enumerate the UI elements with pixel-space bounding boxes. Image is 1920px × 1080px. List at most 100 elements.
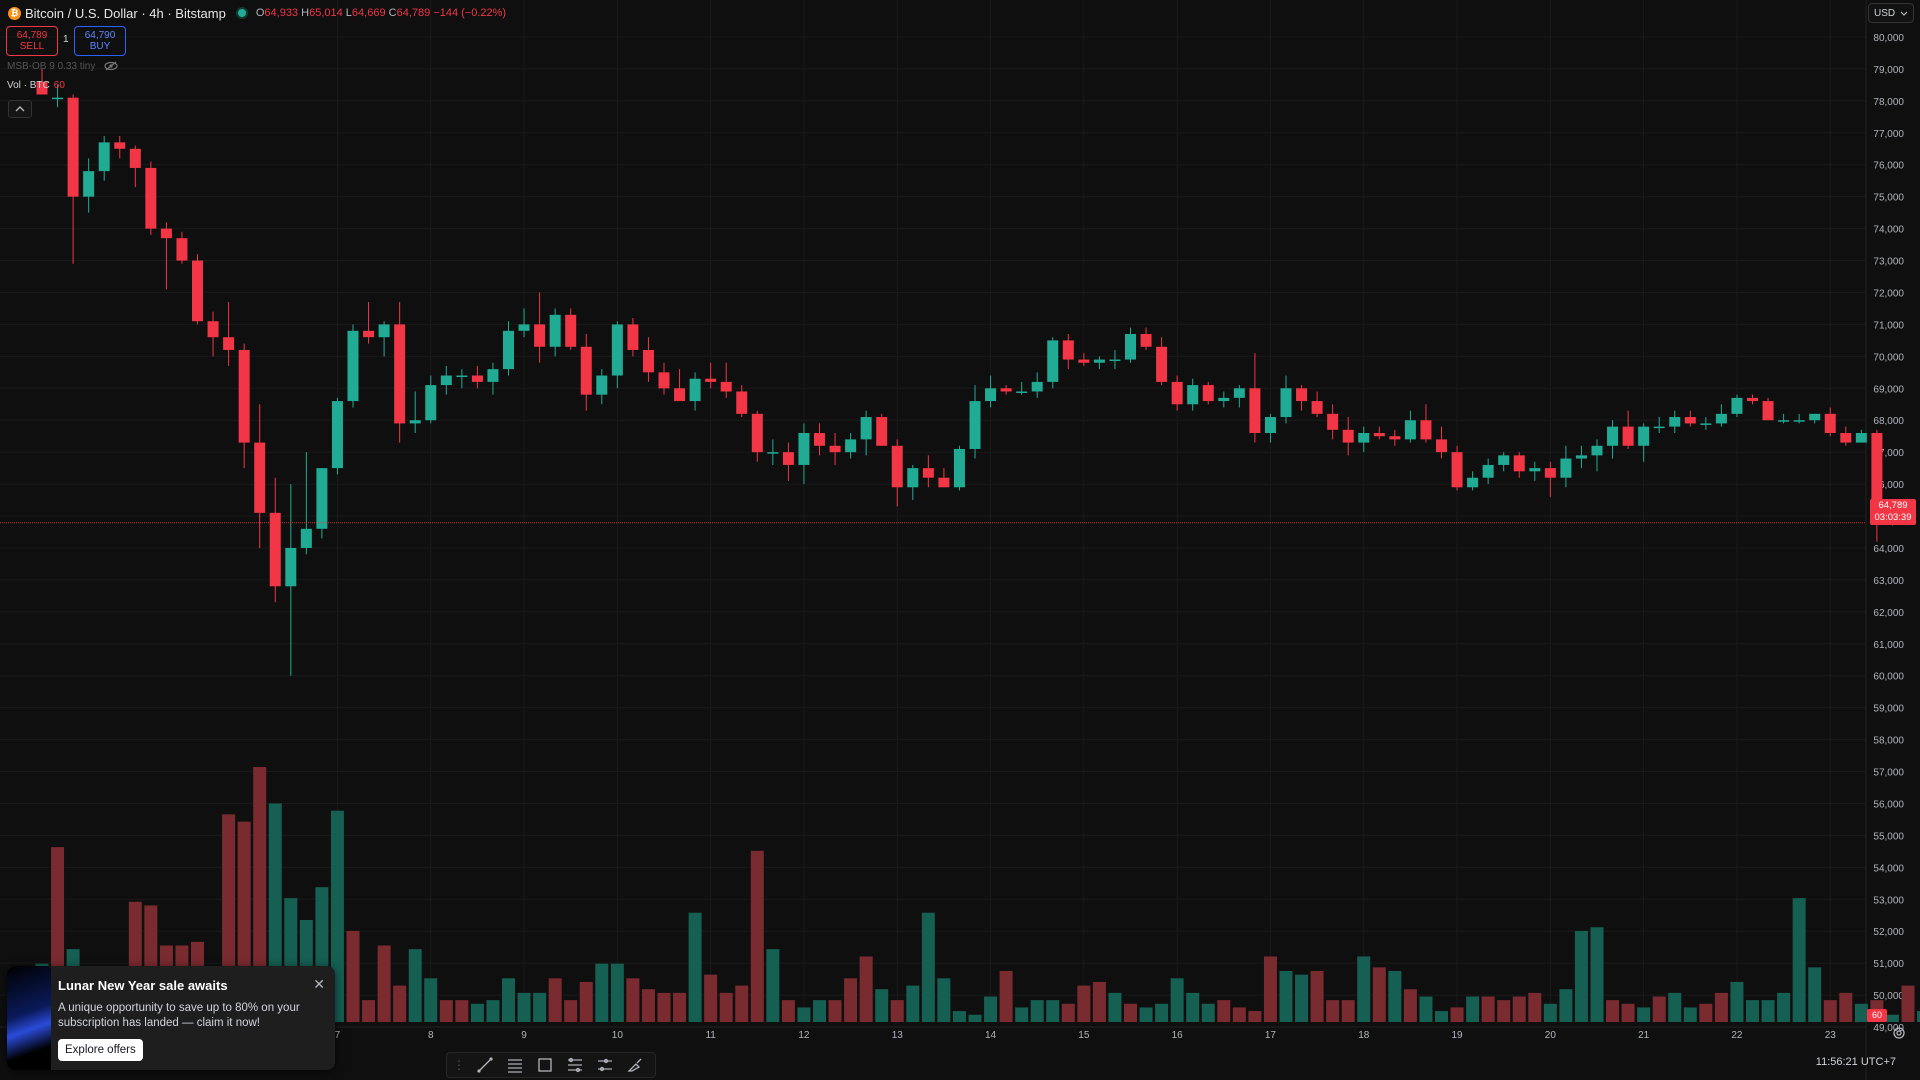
- candle-body: [798, 433, 810, 465]
- volume-bar: [1403, 989, 1417, 1022]
- time-axis-label: 20: [1545, 1030, 1557, 1041]
- volume-bar: [377, 945, 391, 1022]
- volume-last-label: 60: [1867, 1009, 1887, 1022]
- volume-bar: [439, 1000, 453, 1022]
- sell-button[interactable]: 64,789 SELL: [6, 26, 58, 56]
- candle-body: [860, 417, 872, 440]
- projection-tool-icon[interactable]: [595, 1055, 615, 1075]
- collapse-legend-button[interactable]: [8, 100, 32, 118]
- chart-header: ₿ Bitcoin / U.S. Dollar · 4h · Bitstamp …: [0, 4, 506, 22]
- candle-body: [985, 388, 997, 402]
- volume-bar: [813, 1000, 826, 1022]
- drawing-toolbar: ⋮: [446, 1052, 656, 1078]
- explore-offers-button[interactable]: Explore offers: [58, 1039, 143, 1061]
- buy-label: BUY: [89, 41, 111, 52]
- low-value: 64,669: [351, 7, 386, 19]
- candle-body: [300, 528, 312, 548]
- volume-bar: [502, 978, 515, 1022]
- volume-value: 60: [53, 80, 65, 91]
- fib-retracement-tool-icon[interactable]: [505, 1055, 525, 1075]
- eye-icon[interactable]: [104, 61, 118, 71]
- settings-gear-icon[interactable]: [1892, 1026, 1906, 1040]
- volume-bar: [533, 992, 547, 1022]
- price-axis-label: 60,000: [1873, 672, 1904, 683]
- sell-price: 64,789: [16, 30, 48, 41]
- candle-body: [938, 477, 950, 488]
- candle-body: [658, 372, 670, 389]
- volume-bar: [1808, 967, 1822, 1022]
- currency-selector[interactable]: USD: [1868, 3, 1914, 23]
- volume-bar: [548, 978, 562, 1022]
- candle-body: [1404, 420, 1416, 440]
- market-status-icon[interactable]: [235, 7, 248, 19]
- clock[interactable]: 11:56:21 UTC+7: [1815, 1056, 1896, 1068]
- candle-body: [503, 330, 514, 370]
- volume-bar: [1326, 1000, 1340, 1022]
- price-axis-label: 71,000: [1873, 320, 1904, 331]
- price-axis-label: 59,000: [1873, 704, 1904, 715]
- volume-bar: [1419, 996, 1433, 1022]
- candle-body: [1544, 468, 1556, 478]
- candle-body: [1342, 429, 1354, 443]
- volume-bar: [673, 992, 687, 1022]
- candle-body: [1171, 381, 1183, 405]
- volume-bar: [1854, 1003, 1868, 1022]
- candle-body: [580, 346, 592, 395]
- volume-bar: [719, 992, 733, 1022]
- volume-bar: [1792, 898, 1806, 1022]
- candle-body: [1778, 420, 1790, 422]
- candle-body: [363, 330, 375, 338]
- price-axis-label: 54,000: [1873, 863, 1904, 874]
- candle-body: [1280, 388, 1292, 418]
- bitcoin-coin-icon: ₿: [8, 6, 21, 20]
- trend-line-tool-icon[interactable]: [475, 1055, 495, 1075]
- volume-bar: [424, 978, 438, 1022]
- volume-bar: [1668, 992, 1682, 1022]
- time-axis-label: 17: [1265, 1030, 1277, 1041]
- volume-bar: [781, 1000, 795, 1022]
- candle-body: [876, 417, 888, 446]
- candle-body: [223, 337, 235, 350]
- promo-title: Lunar New Year sale awaits: [58, 978, 228, 993]
- volume-bar: [1388, 971, 1402, 1022]
- price-axis-label: 77,000: [1873, 129, 1904, 140]
- indicator-legend[interactable]: MSB-OB 9 0.33 tiny: [7, 61, 118, 72]
- rectangle-tool-icon[interactable]: [535, 1055, 555, 1075]
- candle-body: [1062, 340, 1074, 360]
- price-axis-label: 62,000: [1873, 608, 1904, 619]
- price-axis-label: 67,000: [1873, 448, 1904, 459]
- volume-bar: [875, 989, 889, 1022]
- candle-body: [440, 375, 452, 386]
- close-icon[interactable]: ✕: [313, 976, 325, 992]
- volume-legend[interactable]: Vol · BTC 60: [7, 80, 65, 91]
- candle-body: [1311, 401, 1323, 414]
- time-axis-label: 22: [1731, 1030, 1743, 1041]
- candle-body: [471, 375, 483, 382]
- candle-body: [1560, 458, 1572, 478]
- candle-body: [829, 445, 841, 453]
- volume-bar: [1512, 996, 1526, 1022]
- volume-bar: [1839, 992, 1853, 1022]
- symbol-title[interactable]: Bitcoin / U.S. Dollar · 4h · Bitstamp: [25, 5, 226, 21]
- drag-handle-icon[interactable]: ⋮: [453, 1058, 465, 1072]
- last-price-label: 64,789 03:03:39: [1870, 499, 1916, 525]
- candle-body: [922, 468, 934, 478]
- volume-bar: [890, 1000, 904, 1022]
- volume-bar: [564, 1000, 578, 1022]
- pitchfork-tool-icon[interactable]: [565, 1055, 585, 1075]
- candle-body: [378, 324, 390, 338]
- candle-body: [596, 375, 608, 395]
- buy-button[interactable]: 64,790 BUY: [74, 26, 126, 56]
- candle-body: [1467, 477, 1479, 488]
- price-axis-label: 64,000: [1873, 544, 1904, 555]
- candle-body: [782, 452, 794, 465]
- volume-bar: [999, 971, 1013, 1022]
- volume-bar: [1217, 1000, 1231, 1022]
- candle-body: [1358, 433, 1370, 443]
- volume-bar: [1652, 996, 1666, 1022]
- price-axis-label: 56,000: [1873, 799, 1904, 810]
- volume-bar: [1885, 1014, 1899, 1022]
- brush-tool-icon[interactable]: [625, 1055, 645, 1075]
- time-axis-label: 16: [1172, 1030, 1184, 1041]
